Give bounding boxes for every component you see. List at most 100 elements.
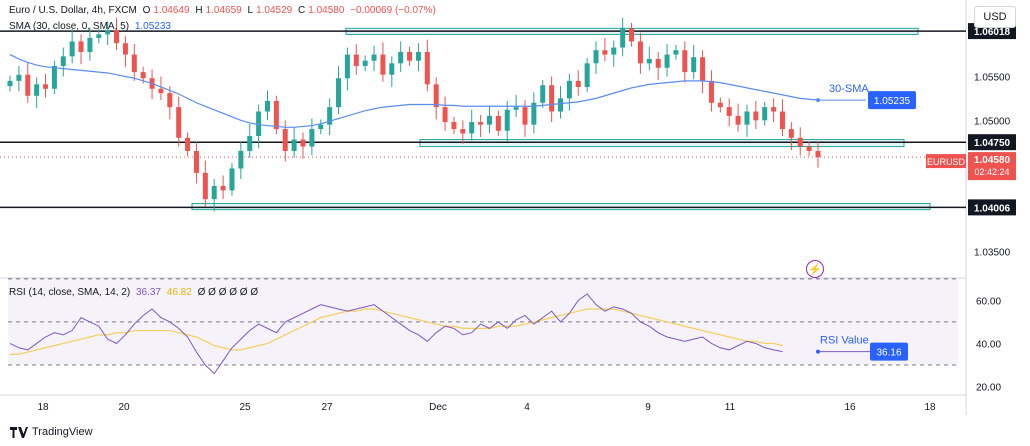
candle-body bbox=[176, 107, 182, 138]
low-value: 1.04529 bbox=[256, 5, 293, 16]
candle-body bbox=[602, 50, 608, 55]
candle-body bbox=[558, 98, 564, 112]
candle-body bbox=[779, 111, 785, 130]
candle-body bbox=[797, 137, 803, 147]
candle-body bbox=[96, 34, 102, 38]
open-label: O bbox=[142, 5, 151, 16]
rsi-value: 36.37 bbox=[135, 287, 161, 298]
time-tick-label: 27 bbox=[321, 402, 333, 413]
candle-body bbox=[380, 54, 386, 75]
candle-body bbox=[549, 85, 555, 112]
candle-body bbox=[744, 111, 750, 125]
open-value: 1.04649 bbox=[153, 5, 190, 16]
tradingview-logo-icon bbox=[10, 426, 28, 438]
candle-body bbox=[682, 50, 688, 73]
time-tick-label: 4 bbox=[524, 402, 530, 413]
time-tick-label: 9 bbox=[645, 402, 651, 413]
candle-body bbox=[43, 84, 49, 89]
candle-body bbox=[495, 115, 501, 131]
candle-body bbox=[220, 186, 226, 191]
level-price-text: 1.06018 bbox=[974, 27, 1011, 38]
sma-annotation-dot bbox=[816, 98, 820, 103]
candle-body bbox=[193, 150, 199, 173]
candle-body bbox=[256, 111, 262, 137]
rsi-ma-value: 46.82 bbox=[166, 287, 192, 298]
time-tick-label: 25 bbox=[239, 402, 251, 413]
candle-body bbox=[229, 168, 235, 191]
level-price-tag bbox=[968, 199, 1016, 216]
candle-body bbox=[7, 80, 13, 87]
candle-body bbox=[362, 60, 368, 66]
current-price-text: 1.04580 bbox=[974, 155, 1011, 166]
candle-body bbox=[708, 80, 714, 103]
candle-body bbox=[655, 58, 661, 68]
candle-body bbox=[105, 30, 111, 35]
rsi-extra: Ø Ø Ø Ø Ø Ø bbox=[197, 287, 259, 298]
candle-body bbox=[353, 54, 359, 66]
candle-body bbox=[238, 150, 244, 169]
rsi-value-text: 36.16 bbox=[876, 348, 901, 359]
candle-body bbox=[788, 129, 794, 138]
candle-body bbox=[522, 107, 528, 125]
rsi-annotation-label: RSI Value bbox=[820, 335, 869, 347]
rsi-legend: RSI (14, close, SMA, 14, 2) 36.37 46.82 … bbox=[9, 287, 261, 298]
candle-body bbox=[637, 41, 643, 64]
candle-body bbox=[451, 122, 457, 130]
candle-body bbox=[513, 107, 519, 110]
candle-body bbox=[424, 51, 430, 85]
candle-body bbox=[16, 74, 22, 81]
candle-body bbox=[566, 80, 572, 99]
support-resistance-zone bbox=[191, 203, 931, 211]
candle-body bbox=[735, 115, 741, 125]
candle-body bbox=[202, 172, 208, 200]
sma-annotation-label: 30-SMA bbox=[829, 83, 869, 95]
candle-body bbox=[247, 136, 253, 151]
sma-label: SMA (30, close, 0, SMA, 5) bbox=[9, 21, 130, 32]
candle-body bbox=[611, 47, 617, 55]
candle-body bbox=[389, 63, 395, 75]
support-resistance-zone bbox=[419, 139, 905, 148]
flash-icon[interactable]: ⚡ bbox=[806, 260, 824, 278]
close-label: C bbox=[298, 5, 306, 16]
brand-name: TradingView bbox=[32, 426, 93, 438]
candle-body bbox=[575, 80, 581, 87]
time-tick-label: 20 bbox=[118, 402, 130, 413]
candle-body bbox=[122, 43, 128, 55]
currency-button[interactable]: USD bbox=[974, 6, 1016, 28]
candle-body bbox=[60, 56, 66, 66]
candle-body bbox=[273, 101, 279, 130]
rsi-tick-label: 40.00 bbox=[976, 339, 1001, 350]
candle-body bbox=[700, 57, 706, 81]
candle-body bbox=[486, 115, 492, 125]
candle-body bbox=[726, 107, 732, 116]
sma-value-text: 1.05235 bbox=[874, 96, 911, 107]
high-value: 1.04659 bbox=[205, 5, 242, 16]
candle-body bbox=[87, 37, 93, 52]
candle-body bbox=[25, 74, 31, 96]
candle-body bbox=[415, 51, 421, 61]
rsi-ma-line bbox=[10, 308, 783, 355]
candle-body bbox=[815, 150, 821, 158]
candle-body bbox=[691, 57, 697, 73]
candle-body bbox=[584, 63, 590, 87]
candle-body bbox=[540, 85, 546, 103]
high-label: H bbox=[195, 5, 203, 16]
symbol-title: Euro / U.S. Dollar, 4h, FXCM bbox=[9, 5, 137, 16]
candle-body bbox=[167, 93, 173, 108]
low-label: L bbox=[247, 5, 254, 16]
candle-body bbox=[140, 72, 146, 79]
price-tick-label: 1.05000 bbox=[974, 116, 1011, 127]
candle-body bbox=[806, 146, 812, 151]
rsi-line bbox=[9, 293, 783, 375]
candle-body bbox=[469, 122, 475, 134]
candle-body bbox=[34, 84, 40, 96]
price-tick-label: 1.03500 bbox=[974, 248, 1011, 259]
candle-body bbox=[753, 111, 759, 121]
level-price-tag bbox=[968, 134, 1016, 151]
time-tick-label: 18 bbox=[924, 402, 936, 413]
candle-body bbox=[717, 102, 723, 108]
candle-body bbox=[318, 124, 324, 130]
candle-body bbox=[69, 41, 75, 57]
